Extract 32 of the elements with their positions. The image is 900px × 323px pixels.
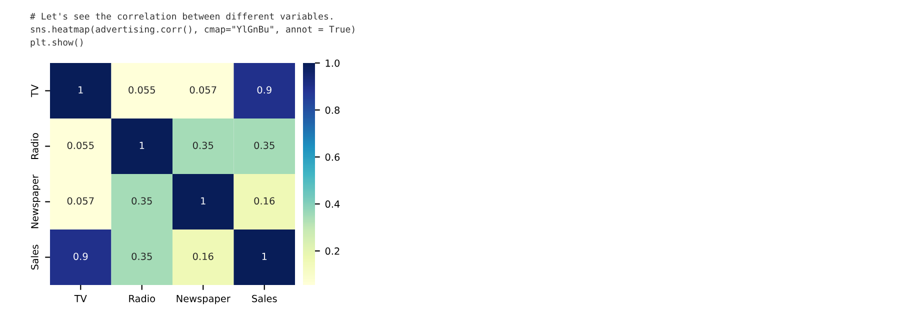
text: # Let's see the correlation between different variables. [30, 12, 332, 20]
x-tick-label: Sales [252, 294, 277, 302]
x-tick-label: Newspaper [176, 295, 230, 304]
color-bar-label: 1.0 [326, 59, 340, 67]
data-label: 0.057 [190, 86, 216, 94]
color-bar-label: 0.2 [325, 247, 340, 255]
data-label: 0.35 [132, 252, 152, 260]
data-label: 0.055 [67, 142, 94, 150]
data-label: 1 [78, 86, 83, 94]
data-label: 0.16 [254, 197, 275, 205]
x-tick-label: TV [74, 295, 87, 302]
color-bar-label: 0.6 [325, 153, 340, 161]
y-tick-label: Newspaper [31, 174, 40, 228]
color-bar-label: 0.4 [325, 200, 340, 208]
data-label: 0.35 [254, 142, 274, 150]
data-label: 1 [140, 142, 144, 149]
data-label: 0.9 [74, 252, 88, 260]
data-label: 1 [262, 252, 267, 260]
data-label: 1 [201, 197, 206, 204]
y-tick-label: Sales [30, 244, 38, 270]
data-label: 0.9 [257, 86, 272, 94]
x-tick-label: Radio [129, 294, 155, 302]
text: plt.show() [30, 38, 82, 48]
data-label: 0.35 [132, 197, 152, 205]
y-tick-label: TV [31, 84, 38, 98]
color-bar-label: 0.8 [325, 106, 340, 114]
text: sns.heatmap(advertising.corr(), cmap="YlGnBu", annot = True) [30, 26, 354, 34]
data-label: 0.16 [192, 252, 214, 260]
data-label: 0.35 [192, 142, 214, 150]
y-tick-label: Radio [30, 133, 38, 159]
data-label: 0.057 [67, 197, 94, 205]
data-label: 0.055 [128, 86, 155, 94]
